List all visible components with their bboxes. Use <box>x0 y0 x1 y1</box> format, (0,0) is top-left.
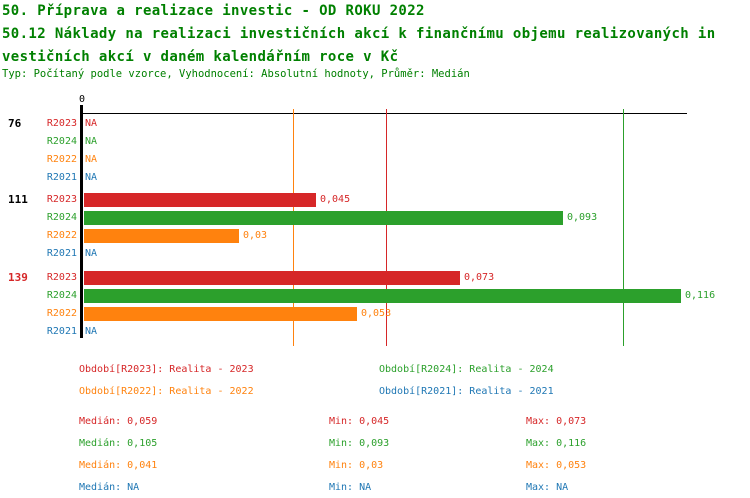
bar-value-label: 0,03 <box>243 230 268 241</box>
series-label-r2021: R2021 <box>46 172 77 183</box>
series-label-r2021: R2021 <box>46 248 77 259</box>
series-label-r2022: R2022 <box>46 308 77 319</box>
group-label-111: 111 <box>8 193 28 206</box>
legend-item-r2021: Období[R2021]: Realita - 2021 <box>379 386 554 397</box>
series-label-r2024: R2024 <box>46 290 77 301</box>
axis-vertical-line <box>80 105 83 338</box>
na-value-label: NA <box>85 154 98 165</box>
report-title-line2: 50.12 Náklady na realizaci investičních … <box>2 26 716 42</box>
na-value-label: NA <box>85 136 98 147</box>
bar-value-label: 0,053 <box>361 308 392 319</box>
bar-r2024 <box>84 211 563 225</box>
na-value-label: NA <box>85 326 98 337</box>
median-line-r2024 <box>623 109 624 346</box>
median-line-r2023 <box>386 109 387 346</box>
axis-zero-label: 0 <box>78 94 86 105</box>
bar-r2022 <box>84 307 357 321</box>
na-value-label: NA <box>85 118 98 129</box>
stat-median-r2021: Medián: NA <box>79 482 140 493</box>
stat-min-r2024: Min: 0,093 <box>329 438 390 449</box>
median-line-r2022 <box>293 109 294 346</box>
stat-max-r2024: Max: 0,116 <box>526 438 587 449</box>
na-value-label: NA <box>85 248 98 259</box>
stat-median-r2024: Medián: 0,105 <box>79 438 158 449</box>
report-subtitle: Typ: Počítaný podle vzorce, Vyhodnocení:… <box>2 68 470 80</box>
stat-min-r2022: Min: 0,03 <box>329 460 384 471</box>
legend-item-r2023: Období[R2023]: Realita - 2023 <box>79 364 254 375</box>
series-label-r2023: R2023 <box>46 194 77 205</box>
stat-max-r2022: Max: 0,053 <box>526 460 587 471</box>
bar-value-label: 0,116 <box>685 290 716 301</box>
series-label-r2021: R2021 <box>46 326 77 337</box>
legend-item-r2024: Období[R2024]: Realita - 2024 <box>379 364 554 375</box>
bar-value-label: 0,093 <box>567 212 598 223</box>
bar-r2024 <box>84 289 681 303</box>
stat-min-r2021: Min: NA <box>329 482 372 493</box>
legend-item-r2022: Období[R2022]: Realita - 2022 <box>79 386 254 397</box>
series-label-r2024: R2024 <box>46 212 77 223</box>
series-label-r2023: R2023 <box>46 272 77 283</box>
bar-r2023 <box>84 193 316 207</box>
group-label-139: 139 <box>8 271 28 284</box>
report-title-line1: 50. Příprava a realizace investic - OD R… <box>2 3 425 19</box>
group-label-76: 76 <box>8 117 22 130</box>
na-value-label: NA <box>85 172 98 183</box>
axis-horizontal-line <box>82 113 687 114</box>
series-label-r2022: R2022 <box>46 154 77 165</box>
bar-r2022 <box>84 229 239 243</box>
series-label-r2022: R2022 <box>46 230 77 241</box>
stat-max-r2023: Max: 0,073 <box>526 416 587 427</box>
bar-r2023 <box>84 271 460 285</box>
stat-median-r2023: Medián: 0,059 <box>79 416 158 427</box>
stat-median-r2022: Medián: 0,041 <box>79 460 158 471</box>
stat-max-r2021: Max: NA <box>526 482 569 493</box>
series-label-r2023: R2023 <box>46 118 77 129</box>
bar-value-label: 0,045 <box>320 194 351 205</box>
series-label-r2024: R2024 <box>46 136 77 147</box>
stat-min-r2023: Min: 0,045 <box>329 416 390 427</box>
report-title-line3: vestičních akcí v daném kalendářním roce… <box>2 49 399 65</box>
bar-value-label: 0,073 <box>464 272 495 283</box>
